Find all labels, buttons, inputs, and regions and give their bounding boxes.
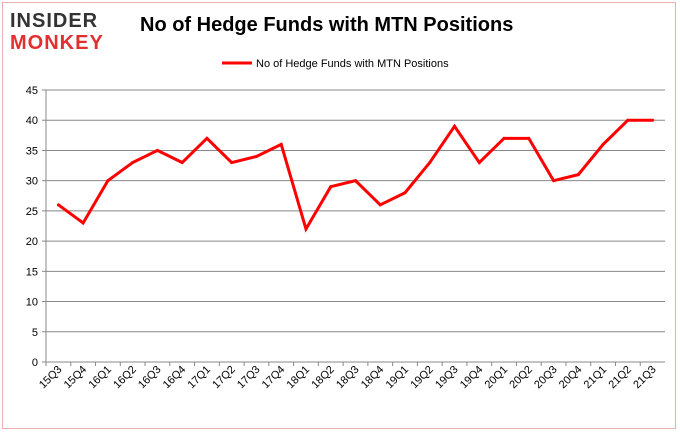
x-tick-label: 17Q3 (235, 364, 263, 392)
x-tick-label: 21Q3 (631, 364, 659, 392)
legend-label: No of Hedge Funds with MTN Positions (256, 58, 449, 70)
x-tick-label: 17Q4 (260, 364, 288, 392)
data-point (329, 185, 333, 189)
x-tick-label: 20Q4 (557, 364, 585, 392)
x-tick-label: 17Q1 (186, 364, 214, 392)
data-point (378, 203, 382, 207)
data-point (180, 161, 184, 165)
data-point (106, 179, 110, 183)
y-tick-label: 25 (26, 206, 38, 218)
data-point (81, 221, 85, 225)
data-point (576, 173, 580, 177)
y-tick-label: 40 (26, 115, 38, 127)
data-point (601, 142, 605, 146)
data-point (56, 203, 60, 207)
x-tick-label: 16Q4 (161, 364, 189, 392)
data-point (155, 148, 159, 152)
x-tick-label: 20Q1 (483, 364, 511, 392)
y-tick-label: 5 (32, 327, 38, 339)
y-tick-label: 10 (26, 297, 38, 309)
x-tick-label: 18Q4 (359, 364, 387, 392)
x-tick-label: 17Q2 (210, 364, 238, 392)
insider-monkey-logo: INSIDER MONKEY (10, 10, 104, 54)
data-point (131, 161, 135, 165)
data-point (205, 136, 209, 140)
data-point (477, 161, 481, 165)
x-tick-label: 15Q4 (62, 364, 90, 392)
data-point (502, 136, 506, 140)
data-point (552, 179, 556, 183)
y-tick-label: 30 (26, 176, 38, 188)
x-tick-label: 18Q2 (309, 364, 337, 392)
data-point (453, 124, 457, 128)
data-point (279, 142, 283, 146)
y-tick-label: 20 (26, 236, 38, 248)
data-point (651, 118, 655, 122)
data-point (254, 154, 258, 158)
x-tick-label: 18Q1 (285, 364, 313, 392)
data-point (354, 179, 357, 183)
x-tick-label: 16Q1 (86, 364, 114, 392)
logo-line2: MONKEY (10, 32, 104, 54)
data-point (428, 161, 432, 165)
x-tick-label: 16Q3 (136, 364, 164, 392)
series-line (57, 118, 653, 233)
data-point (527, 136, 531, 140)
x-tick-label: 20Q3 (532, 364, 560, 392)
logo-line1: INSIDER (10, 10, 99, 32)
x-tick-label: 19Q1 (384, 364, 412, 392)
y-tick-label: 0 (32, 357, 38, 369)
chart-title: No of Hedge Funds with MTN Positions (140, 14, 514, 36)
x-tick-label: 15Q3 (37, 364, 65, 392)
x-tick-label: 21Q2 (606, 364, 634, 392)
chart-frame (2, 2, 676, 429)
x-tick-label: 19Q2 (408, 364, 436, 392)
data-point (626, 118, 630, 122)
x-tick-label: 19Q3 (433, 364, 461, 392)
x-tick-label: 18Q3 (334, 364, 362, 392)
y-tick-label: 35 (26, 145, 38, 157)
data-point (304, 227, 308, 231)
data-point (230, 161, 234, 165)
x-tick-label: 19Q4 (458, 364, 486, 392)
x-tick-label: 16Q2 (111, 364, 139, 392)
x-tick-label: 21Q1 (582, 364, 610, 392)
y-tick-label: 45 (26, 85, 38, 97)
x-tick-label: 20Q2 (507, 364, 535, 392)
data-point (403, 191, 407, 195)
y-tick-label: 15 (26, 266, 38, 278)
